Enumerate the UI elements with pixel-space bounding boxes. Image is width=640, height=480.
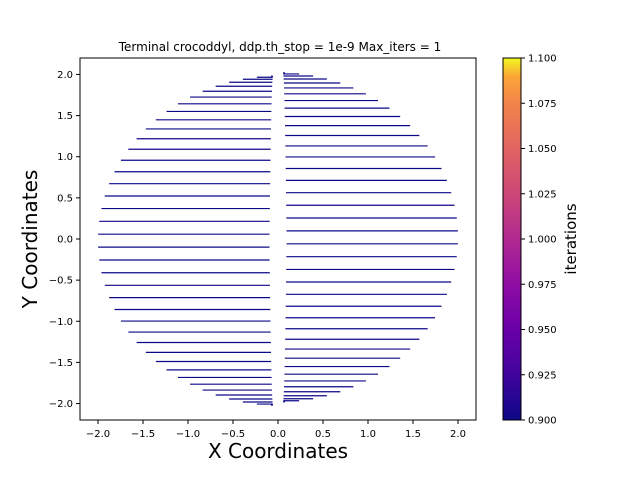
chart-title: Terminal crocoddyl, ddp.th_stop = 1e-9 M… bbox=[118, 40, 441, 54]
colorbar-tick-label: 1.050 bbox=[528, 144, 557, 155]
x-tick-label: 0.5 bbox=[315, 429, 331, 440]
x-tick-label: −2.0 bbox=[86, 429, 110, 440]
y-tick-label: −0.5 bbox=[49, 276, 73, 287]
plot-frame bbox=[79, 57, 477, 421]
y-tick-label: 0.5 bbox=[57, 193, 73, 204]
y-tick-label: −1.0 bbox=[49, 317, 73, 328]
x-tick-label: 1.5 bbox=[405, 429, 421, 440]
y-axis-ticks: −2.0 −1.5 −1.0 −0.5 0.0 0.5 1.0 1.5 2.0 bbox=[49, 70, 80, 410]
colorbar-tick-label: 1.075 bbox=[528, 99, 557, 110]
x-tick-label: 0.0 bbox=[270, 429, 286, 440]
colorbar-tick-label: 0.925 bbox=[528, 370, 557, 381]
colorbar bbox=[502, 57, 522, 421]
y-tick-label: −1.5 bbox=[49, 358, 73, 369]
y-tick-label: 2.0 bbox=[57, 70, 73, 81]
colorbar-tick-label: 0.975 bbox=[528, 280, 557, 291]
colorbar-tick-label: 1.025 bbox=[528, 189, 557, 200]
x-tick-label: −1.5 bbox=[131, 429, 155, 440]
trajectory-lines bbox=[98, 72, 458, 406]
y-tick-label: 1.5 bbox=[57, 111, 73, 122]
y-tick-label: 1.0 bbox=[57, 152, 73, 163]
x-axis-label: X Coordinates bbox=[208, 439, 348, 463]
colorbar-tick-label: 1.100 bbox=[528, 54, 557, 65]
y-axis-label: Y Coordinates bbox=[18, 170, 42, 310]
x-axis-ticks: −2.0 −1.5 −1.0 −0.5 0.0 0.5 1.0 1.5 2.0 bbox=[86, 420, 466, 440]
colorbar-ticks: 0.900 0.925 0.950 0.975 1.000 1.025 1.050 1.075… bbox=[521, 54, 557, 427]
x-tick-label: −1.0 bbox=[176, 429, 200, 440]
colorbar-tick-label: 1.000 bbox=[528, 235, 557, 246]
y-tick-label: −2.0 bbox=[49, 399, 73, 410]
x-tick-label: −0.5 bbox=[221, 429, 245, 440]
x-tick-label: 1.0 bbox=[360, 429, 376, 440]
x-tick-label: 2.0 bbox=[450, 429, 466, 440]
colorbar-label: iterations bbox=[562, 203, 580, 274]
y-tick-label: 0.0 bbox=[57, 235, 73, 246]
colorbar-tick-label: 0.900 bbox=[528, 416, 557, 427]
colorbar-tick-label: 0.950 bbox=[528, 325, 557, 336]
